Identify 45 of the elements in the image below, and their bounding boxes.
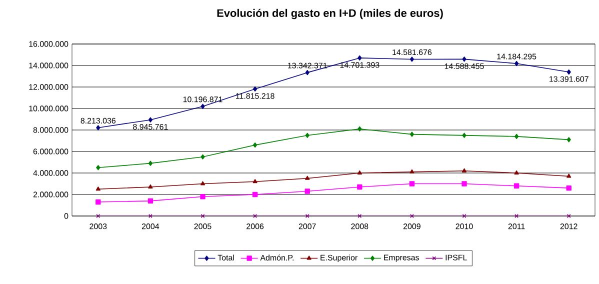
point xyxy=(566,69,571,75)
point xyxy=(410,56,414,62)
point xyxy=(96,165,100,170)
point xyxy=(358,55,362,61)
point xyxy=(96,186,100,191)
point xyxy=(462,181,467,186)
point xyxy=(200,154,205,160)
point xyxy=(357,184,362,190)
point xyxy=(253,86,258,92)
point xyxy=(200,181,206,186)
point xyxy=(252,179,258,184)
point xyxy=(304,188,310,194)
point xyxy=(148,160,152,166)
point xyxy=(514,134,519,140)
point xyxy=(305,132,310,138)
point xyxy=(462,132,466,138)
point xyxy=(462,168,467,172)
point xyxy=(410,132,414,137)
point xyxy=(566,137,571,142)
point xyxy=(96,125,100,130)
point xyxy=(409,181,415,186)
chart-title: Evolución del gasto en I+D (miles de euros) xyxy=(217,8,443,20)
point xyxy=(357,170,362,174)
point xyxy=(148,184,153,188)
point xyxy=(200,194,206,200)
point xyxy=(148,198,154,204)
point xyxy=(253,142,258,148)
point xyxy=(514,170,519,174)
point xyxy=(514,183,520,188)
point xyxy=(148,117,152,122)
point xyxy=(305,70,310,76)
point xyxy=(410,214,414,218)
point xyxy=(148,214,152,218)
point xyxy=(566,185,572,191)
point xyxy=(253,214,258,218)
point xyxy=(514,60,519,66)
point xyxy=(200,104,205,109)
point xyxy=(462,56,466,62)
point xyxy=(358,126,362,132)
point xyxy=(410,169,414,174)
point xyxy=(514,214,519,218)
point xyxy=(252,192,258,198)
point xyxy=(305,176,310,180)
point xyxy=(96,199,101,205)
point xyxy=(566,174,572,178)
